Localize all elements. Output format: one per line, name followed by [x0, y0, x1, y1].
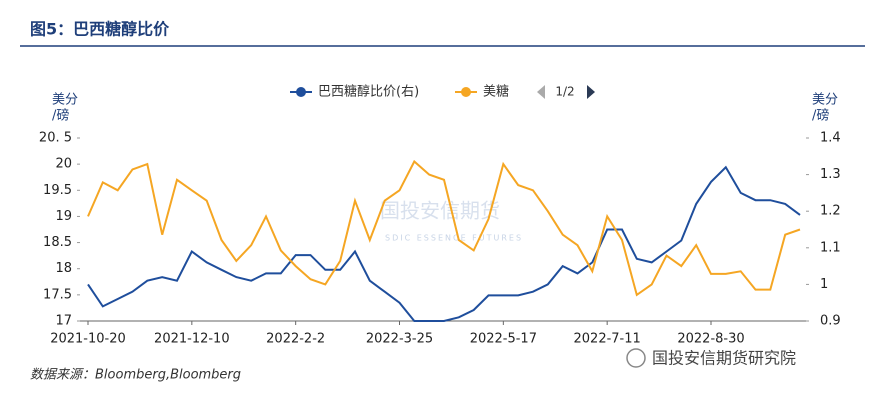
y-tick-label: 18 [55, 261, 72, 276]
x-tick-label: 2022-7-11 [574, 332, 641, 347]
y2-tick-label: 1.4 [820, 131, 841, 146]
y2-tick-label: 1.3 [820, 167, 841, 182]
y2-tick-label: 1 [820, 277, 828, 292]
y2-tick-label: 1.1 [820, 240, 841, 255]
legend-prev[interactable] [537, 85, 545, 99]
chart-title: 图5：巴西糖醇比价 [30, 20, 170, 39]
y2-tick-label: 1.2 [820, 204, 841, 219]
y-tick-label: 17.5 [43, 287, 72, 302]
y2-axis-label: 美分 [812, 93, 838, 108]
brand: 国投安信期货研究院 [652, 349, 796, 368]
legend-label: 巴西糖醇比价(右) [318, 84, 419, 100]
legend-marker [296, 87, 306, 97]
y-tick-label: 19.5 [43, 183, 72, 198]
y-axis-label: 美分 [52, 93, 78, 108]
legend-label: 美糖 [483, 84, 509, 100]
x-tick-label: 2021-10-20 [50, 332, 126, 347]
watermark: 国投安信期货 [380, 199, 500, 223]
y-tick-label: 19 [55, 209, 72, 224]
y-tick-label: 20. 5 [39, 131, 72, 146]
legend-next[interactable] [587, 85, 595, 99]
y2-axis-label: /磅 [812, 108, 829, 124]
y2-tick-label: 0.9 [820, 314, 841, 329]
y-tick-label: 17 [55, 314, 72, 329]
y-tick-label: 20 [55, 157, 72, 172]
line-series [87, 165, 801, 322]
watermark-sub: SDIC ESSENCE FUTURES [385, 234, 523, 243]
x-tick-label: 2021-12-10 [154, 332, 230, 347]
wechat-icon [626, 348, 646, 368]
x-tick-label: 2022-8-30 [677, 332, 744, 347]
y-axis-label: /磅 [52, 108, 69, 124]
y-tick-label: 18.5 [43, 235, 72, 250]
source: 数据来源：Bloomberg,Bloomberg [30, 368, 241, 383]
legend-marker [461, 87, 471, 97]
x-tick-label: 2022-5-17 [470, 332, 537, 347]
x-tick-label: 2022-3-25 [366, 332, 433, 347]
legend-page: 1/2 [555, 85, 574, 99]
line-series [87, 159, 801, 297]
x-tick-label: 2022-2-2 [266, 332, 325, 347]
